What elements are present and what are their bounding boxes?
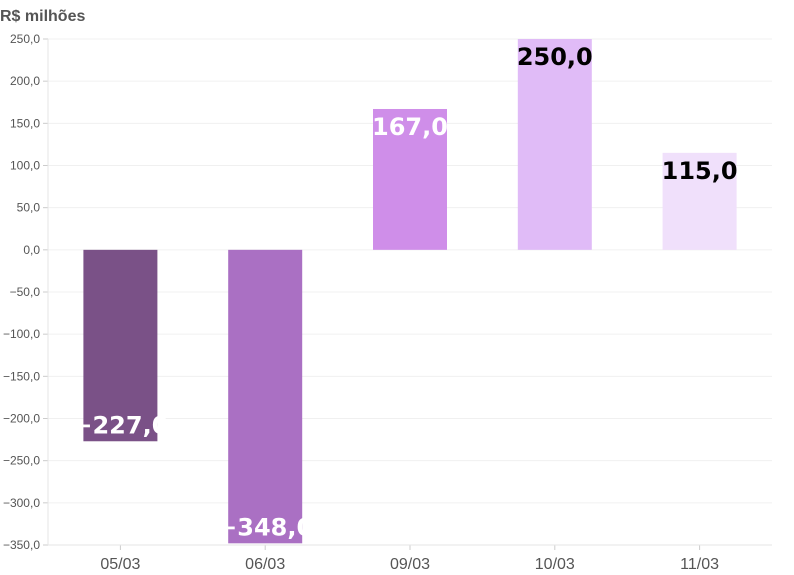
data-label: −227,0 — [72, 411, 168, 439]
data-label: 250,0 — [517, 43, 593, 71]
y-tick-label: −250,0 — [3, 454, 40, 468]
x-tick-label: 05/03 — [100, 556, 140, 573]
y-tick-label: 0,0 — [23, 243, 40, 257]
bar-06-03 — [228, 249, 303, 544]
y-tick-label: −150,0 — [3, 369, 40, 383]
y-tick-label: −200,0 — [3, 412, 40, 426]
x-axis-ticks: 05/03 06/03 09/03 10/03 11/03 — [48, 544, 772, 573]
x-tick-label: 10/03 — [535, 556, 575, 573]
x-tick-label: 09/03 — [390, 556, 430, 573]
bar-05-03 — [83, 249, 158, 442]
y-tick-label: −50,0 — [10, 285, 41, 299]
y-tick-label: 150,0 — [10, 116, 40, 130]
bar-11-03 — [662, 152, 737, 250]
y-tick-label: −350,0 — [3, 538, 40, 552]
data-label: 167,0 — [372, 113, 448, 141]
bar-10-03 — [517, 39, 592, 250]
bar-09-03 — [373, 108, 447, 250]
y-tick-label: 250,0 — [10, 32, 40, 46]
y-tick-label: −300,0 — [3, 496, 40, 510]
y-tick-label: 200,0 — [10, 74, 40, 88]
x-tick-label: 11/03 — [680, 556, 719, 573]
bars: −227,0 −348,0 167,0 250,0 115,0 — [72, 39, 738, 544]
y-tick-label: 100,0 — [10, 159, 40, 173]
y-axis-unit-label: R$ milhões — [0, 8, 86, 25]
x-tick-label: 06/03 — [245, 556, 285, 573]
y-tick-label: −100,0 — [3, 327, 40, 341]
y-axis-ticks: 250,0 200,0 150,0 100,0 50,0 0,0 −50,0 −100,0 −1… — [3, 32, 49, 552]
data-label: 115,0 — [662, 157, 738, 185]
y-tick-label: 50,0 — [17, 201, 41, 215]
data-label: −348,0 — [217, 513, 313, 541]
